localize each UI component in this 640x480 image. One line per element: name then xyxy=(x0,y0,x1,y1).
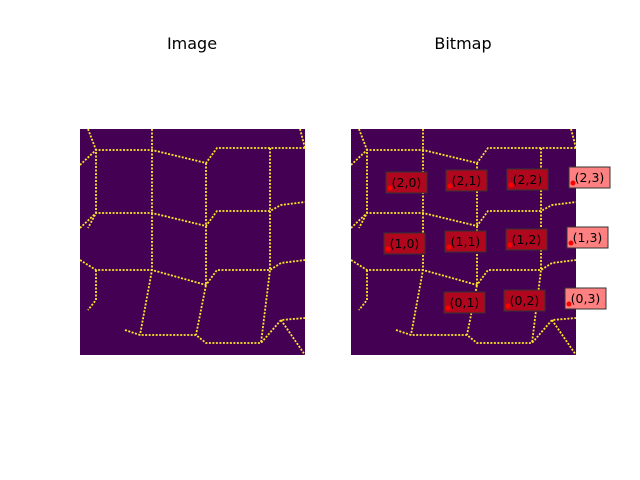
cell-label-text: (2,0) xyxy=(392,175,422,190)
image-hexagon-edge xyxy=(139,129,153,336)
cell-label-text: (1,3) xyxy=(573,230,603,245)
cell-label: (1,3) xyxy=(566,226,609,249)
bitmap-panel-title: Bitmap xyxy=(434,34,492,53)
image-hexagon-edge xyxy=(87,129,97,229)
cell-label-text: (2,1) xyxy=(452,173,482,188)
image-panel xyxy=(80,129,305,355)
cell-label: (0,1) xyxy=(443,291,486,314)
cell-label-box xyxy=(443,291,486,314)
cell-label-box xyxy=(444,230,487,253)
cell-label-text: (0,1) xyxy=(450,295,480,310)
cell-center-marker xyxy=(446,244,452,250)
cell-label-box xyxy=(505,228,548,251)
image-hexagon-edge xyxy=(80,259,305,287)
cell-label-box xyxy=(383,232,426,255)
cell-label: (2,3) xyxy=(568,166,611,189)
cell-label-text: (1,1) xyxy=(451,234,481,249)
cell-label: (2,0) xyxy=(385,171,428,194)
cell-label-box xyxy=(445,169,488,192)
cell-center-marker xyxy=(566,301,572,307)
bitmap-hexagon-edge xyxy=(410,129,424,336)
image-panel-background xyxy=(80,129,305,355)
cell-center-marker xyxy=(387,185,393,191)
bitmap-hexagon-edge xyxy=(351,147,576,166)
image-hexagon-edge xyxy=(87,270,97,311)
image-hexagon-edge xyxy=(280,319,305,355)
bitmap-panel: (2,0) (2,1) (2,2) (2,3) (1,0) (1,1) (1,2) (1,3)… xyxy=(351,129,611,355)
cell-center-marker xyxy=(568,240,574,246)
cell-label-box xyxy=(566,226,609,249)
bitmap-hexagon-edge xyxy=(358,270,368,311)
image-hexagon-edge xyxy=(80,147,305,166)
cell-label: (0,2) xyxy=(503,289,546,312)
image-panel-title: Image xyxy=(166,34,218,53)
cell-label: (1,0) xyxy=(383,232,426,255)
cell-label-text: (2,2) xyxy=(513,172,543,187)
image-hexagon-grid xyxy=(80,129,305,355)
cell-center-marker xyxy=(505,303,511,309)
cell-label-box xyxy=(506,168,549,191)
cell-label-box xyxy=(503,289,546,312)
cell-label-text: (0,3) xyxy=(571,291,601,306)
cell-label: (1,2) xyxy=(505,228,548,251)
cell-label-text: (1,2) xyxy=(512,232,542,247)
cell-label: (2,1) xyxy=(445,169,488,192)
cell-center-marker xyxy=(507,242,513,248)
cell-center-marker xyxy=(447,183,453,189)
cell-label-box xyxy=(564,287,607,310)
image-hexagon-edge xyxy=(260,148,271,344)
bitmap-hexagon-edge xyxy=(358,129,368,229)
cell-label-box xyxy=(568,166,611,189)
cell-label-text: (1,0) xyxy=(390,236,420,251)
cell-center-marker xyxy=(508,182,514,188)
cell-labels: (2,0) (2,1) (2,2) (2,3) (1,0) (1,1) (1,2) (1,3)… xyxy=(383,166,611,314)
cell-label-text: (0,2) xyxy=(510,293,540,308)
cell-label: (2,2) xyxy=(506,168,549,191)
cell-center-marker xyxy=(385,246,391,252)
bitmap-hexagon-edge xyxy=(551,319,576,355)
cell-label-text: (2,3) xyxy=(575,170,605,185)
cell-label-box xyxy=(385,171,428,194)
image-hexagon-edge xyxy=(195,163,207,336)
bitmap-hexagon-edge xyxy=(351,259,576,287)
cell-label: (0,3) xyxy=(564,287,607,310)
cell-label: (1,1) xyxy=(444,230,487,253)
cell-center-marker xyxy=(445,305,451,311)
cell-center-marker xyxy=(570,180,576,186)
